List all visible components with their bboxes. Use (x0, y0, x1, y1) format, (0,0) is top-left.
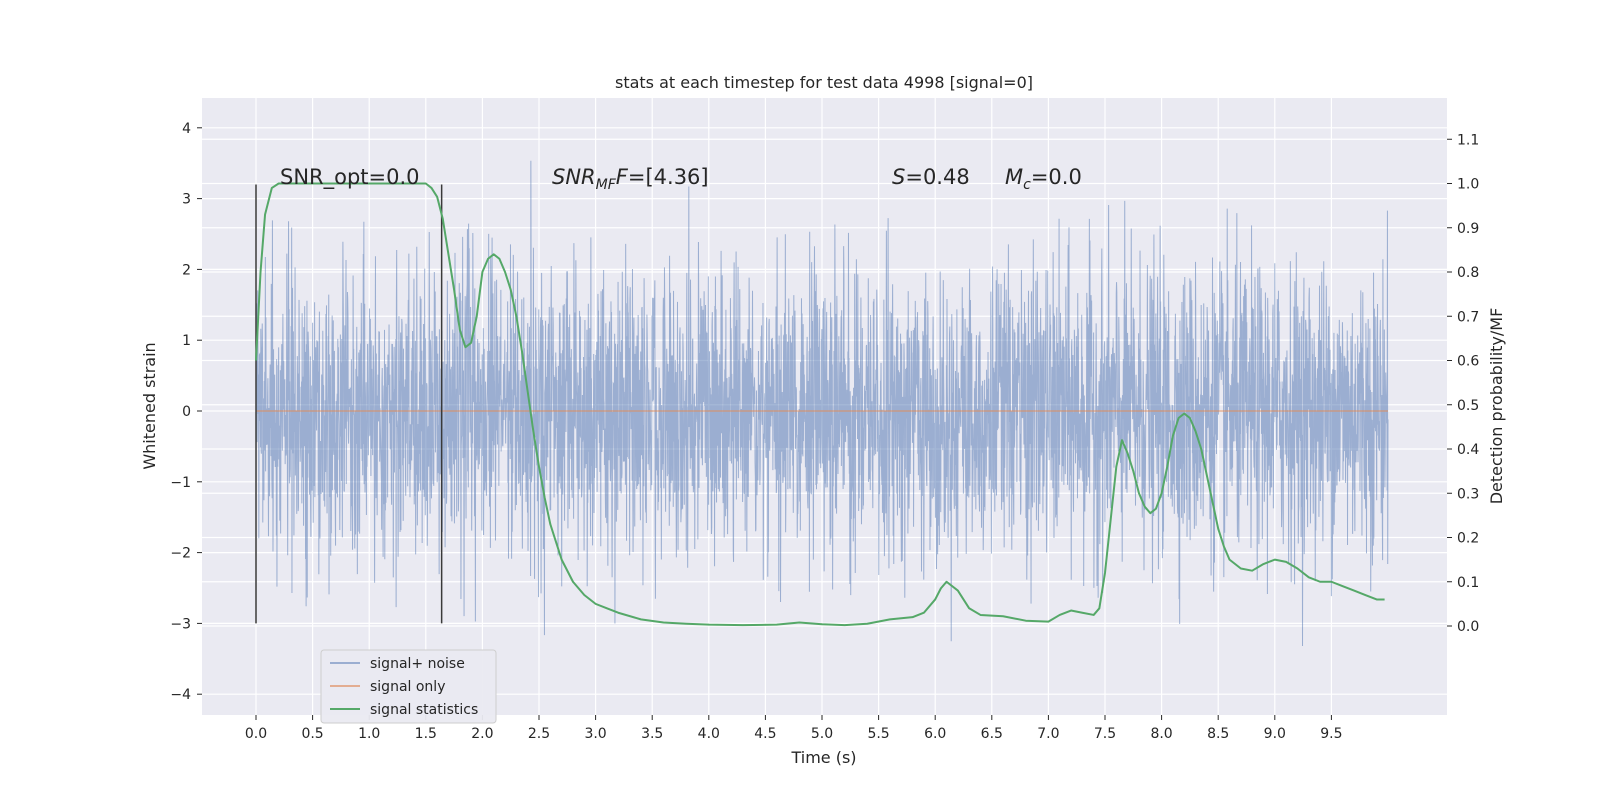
y-right-tick-label: 0.4 (1457, 442, 1479, 458)
y-tick-label: −3 (170, 616, 191, 632)
y-right-tick-label: 0.7 (1457, 309, 1479, 325)
y-tick-label: −4 (170, 687, 191, 703)
x-tick-label: 6.5 (981, 726, 1003, 742)
x-tick-label: 5.0 (811, 726, 833, 742)
mc-subscript: c (1023, 177, 1031, 193)
y-right-tick-label: 1.1 (1457, 132, 1479, 148)
x-tick-label: 8.5 (1207, 726, 1229, 742)
y-tick-label: −2 (170, 546, 191, 562)
x-tick-label: 9.0 (1264, 726, 1286, 742)
snr-mf-subscript: MF (596, 177, 617, 193)
y-tick-label: 0 (182, 404, 191, 420)
y-tick-label: 1 (182, 333, 191, 349)
x-tick-label: 0.5 (301, 726, 323, 742)
x-tick-label: 4.0 (698, 726, 720, 742)
y-axis-ticks: 4 3 2 1 0 −1 −2 −3 −4 (170, 121, 202, 703)
mc-value: =0.0 (1031, 165, 1082, 189)
mc-annotation: Mc=0.0 (1005, 165, 1082, 193)
y-right-axis-label: Detection probability/MF (1487, 308, 1506, 505)
s-value: =0.48 (905, 165, 969, 189)
x-tick-label: 1.5 (415, 726, 437, 742)
mc-symbol: M (1005, 165, 1023, 189)
s-annotation: S=0.48 (892, 165, 970, 189)
snr-mf-annotation: SNRMFF=[4.36] (552, 165, 709, 193)
y-axis-label: Whitened strain (140, 342, 159, 469)
y-tick-label: 3 (182, 192, 191, 208)
x-tick-label: 8.0 (1150, 726, 1172, 742)
snr-mf-symbol: SNR (552, 165, 596, 189)
legend-box (320, 649, 497, 724)
legend: signal+ noise signal only signal statist… (320, 649, 497, 724)
x-tick-label: 5.5 (867, 726, 889, 742)
y-tick-label: 2 (182, 262, 191, 278)
x-axis-label: Time (s) (790, 748, 856, 767)
y-right-tick-label: 0.0 (1457, 619, 1479, 635)
y-right-tick-label: 0.8 (1457, 265, 1479, 281)
legend-label-statistics: signal statistics (370, 702, 478, 718)
legend-label-noise: signal+ noise (370, 656, 465, 672)
y-right-tick-label: 0.3 (1457, 486, 1479, 502)
marker-lines (255, 184, 443, 624)
s-symbol: S (892, 165, 905, 189)
x-tick-label: 7.5 (1094, 726, 1116, 742)
snr-mf-value: =[4.36] (628, 165, 709, 189)
x-axis-ticks: 0.0 0.5 1.0 1.5 2.0 2.5 3.0 3.5 4.0 4.5 5.0 5.5 6.0 6… (245, 715, 1343, 742)
x-tick-label: 1.0 (358, 726, 380, 742)
x-tick-label: 6.0 (924, 726, 946, 742)
snr-opt-annotation: SNR_opt=0.0 (280, 165, 420, 190)
y-right-tick-label: 0.1 (1457, 575, 1479, 591)
y-tick-label: 4 (182, 121, 191, 137)
y-right-tick-label: 1.0 (1457, 177, 1479, 193)
y-right-tick-label: 0.5 (1457, 398, 1479, 414)
y-tick-label: −1 (170, 475, 191, 491)
x-tick-label: 0.0 (245, 726, 267, 742)
signal-statistics-series (255, 182, 1385, 627)
x-tick-label: 4.5 (754, 726, 776, 742)
y-right-tick-label: 0.6 (1457, 354, 1479, 370)
x-tick-label: 7.0 (1037, 726, 1059, 742)
chart-title: stats at each timestep for test data 499… (615, 73, 1033, 92)
x-tick-label: 3.0 (584, 726, 606, 742)
signal-statistics-line (255, 182, 1385, 627)
x-tick-label: 2.5 (528, 726, 550, 742)
x-tick-label: 9.5 (1320, 726, 1342, 742)
y-right-tick-label: 0.2 (1457, 531, 1479, 547)
x-tick-label: 2.0 (471, 726, 493, 742)
y-right-axis-ticks: 1.1 1.0 0.9 0.8 0.7 0.6 0.5 0.4 0.3 0.2 0.1 0.0 (1447, 132, 1479, 635)
legend-label-signal-only: signal only (370, 679, 445, 695)
x-tick-label: 3.5 (641, 726, 663, 742)
y-right-tick-label: 0.9 (1457, 221, 1479, 237)
